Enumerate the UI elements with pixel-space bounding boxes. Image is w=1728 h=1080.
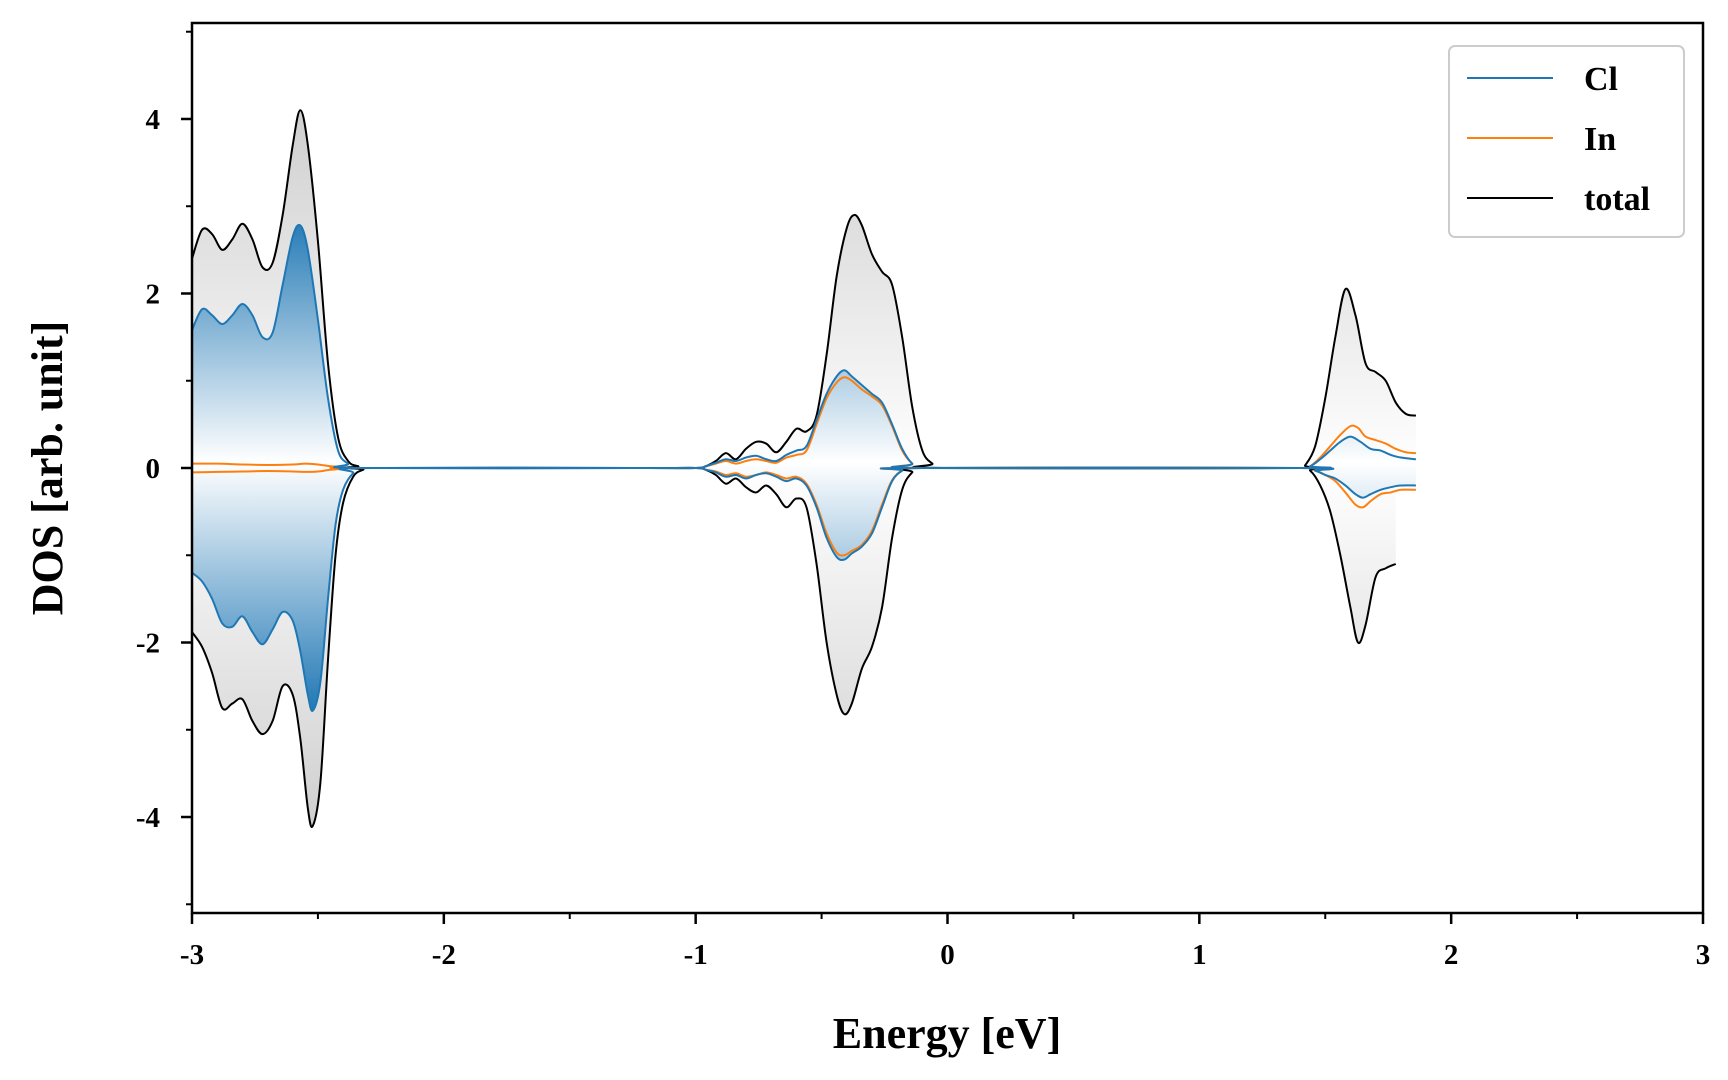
y-axis-label: DOS [arb. unit] (23, 321, 72, 616)
fill-layer (192, 110, 1416, 828)
legend-label-total: total (1584, 181, 1650, 218)
y-tick-label: -2 (136, 628, 160, 660)
x-tick-label: 2 (1444, 939, 1459, 971)
legend: Cl In total (1448, 45, 1685, 238)
legend-label-in: In (1584, 121, 1616, 158)
y-tick-label: 2 (146, 278, 161, 310)
fill-cl-spin-up (192, 224, 1416, 469)
x-tick-label: -2 (432, 939, 456, 971)
legend-label-cl: Cl (1584, 61, 1618, 98)
legend-box (1448, 45, 1685, 238)
fill-total-spin-down (192, 467, 1396, 828)
x-tick-label: 0 (940, 939, 955, 971)
line-layer (192, 109, 1417, 828)
series-line-in-spin-down (192, 466, 1416, 557)
y-tick-label: -4 (136, 802, 160, 834)
series-line-cl-spin-up (192, 223, 1417, 470)
x-axis-ticks: -3 -2 -1 0 1 2 3 (180, 913, 1710, 971)
y-axis-ticks: -4 -2 0 2 4 (136, 30, 192, 906)
y-tick-label: 0 (146, 453, 161, 485)
y-tick-label: 4 (146, 104, 161, 136)
x-tick-label: -1 (684, 939, 708, 971)
x-axis-label: Energy [eV] (833, 1009, 1062, 1058)
x-tick-label: 3 (1696, 939, 1711, 971)
series-line-cl-spin-down (192, 466, 1416, 712)
x-tick-label: -3 (180, 939, 204, 971)
series-line-total-spin-down (192, 466, 1397, 828)
fill-cl-spin-down (192, 467, 1416, 711)
plot-area (192, 109, 1417, 828)
series-line-total-spin-up (192, 109, 1417, 470)
x-tick-label: 1 (1192, 939, 1207, 971)
fill-total-spin-up (192, 110, 1416, 469)
